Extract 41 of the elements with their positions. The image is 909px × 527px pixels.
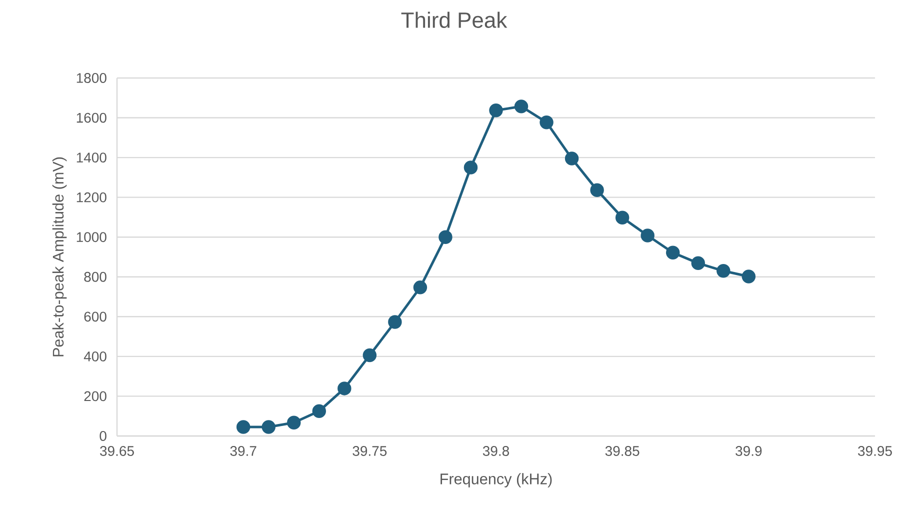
x-tick-label: 39.65 [100, 446, 134, 456]
y-tick-label: 0 [100, 431, 106, 441]
point [666, 246, 680, 260]
point [742, 270, 756, 284]
x-tick-label: 39.9 [736, 446, 762, 456]
point [262, 420, 276, 434]
point [590, 183, 604, 198]
y-tick-label: 1800 [76, 73, 106, 83]
y-tick-label: 600 [84, 312, 106, 322]
point [413, 280, 428, 294]
point [287, 416, 301, 430]
y-tick-label: 1400 [76, 152, 106, 163]
x-tick-label: 39.7 [230, 446, 256, 456]
y-tick-label: 1600 [76, 112, 106, 123]
point [388, 315, 402, 329]
point [464, 160, 478, 174]
x-tick-label: 39.95 [858, 446, 892, 456]
y-axis-title: Peak-to-peak Amplitude (mV) [52, 157, 67, 356]
point [362, 348, 377, 362]
y-tick-label: 800 [84, 272, 106, 282]
point [489, 104, 503, 118]
point [540, 115, 554, 130]
y-tick-label: 1000 [76, 232, 106, 242]
x-tick-label: 39.85 [605, 446, 640, 456]
point [338, 382, 352, 396]
point [691, 256, 706, 270]
point [716, 264, 730, 278]
point [564, 152, 579, 166]
x-axis-title: Frequency (kHz) [440, 473, 552, 488]
point [312, 404, 326, 418]
point [514, 100, 528, 114]
x-tick-label: 39.75 [352, 446, 387, 456]
point [236, 420, 250, 434]
point [640, 228, 654, 242]
x-tick-label: 39.8 [482, 446, 510, 456]
y-tick-label: 400 [84, 351, 106, 362]
point [438, 230, 452, 244]
y-tick-label: 200 [84, 391, 106, 402]
point [615, 210, 630, 224]
chart-title: Third Peak [401, 12, 508, 28]
y-tick-label: 1200 [76, 192, 106, 202]
